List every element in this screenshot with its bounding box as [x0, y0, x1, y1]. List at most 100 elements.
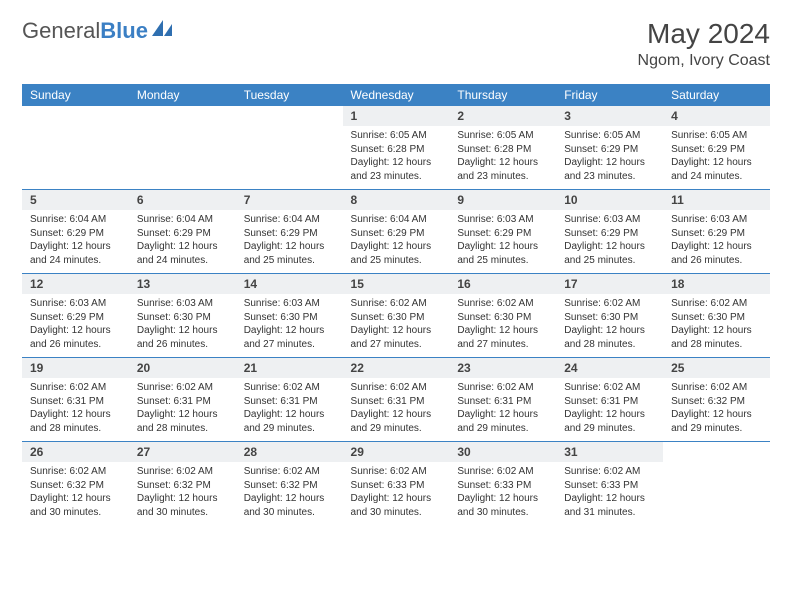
day-number: 19 — [22, 358, 129, 378]
day-cell: 12Sunrise: 6:03 AMSunset: 6:29 PMDayligh… — [22, 274, 129, 358]
day-cell: 5Sunrise: 6:04 AMSunset: 6:29 PMDaylight… — [22, 190, 129, 274]
day-body: Sunrise: 6:02 AMSunset: 6:31 PMDaylight:… — [236, 378, 343, 441]
day-number: 21 — [236, 358, 343, 378]
day-number: 23 — [449, 358, 556, 378]
day-header: Tuesday — [236, 84, 343, 106]
logo-sail-icon — [152, 20, 174, 43]
day-cell: 30Sunrise: 6:02 AMSunset: 6:33 PMDayligh… — [449, 442, 556, 526]
day-body: Sunrise: 6:02 AMSunset: 6:31 PMDaylight:… — [22, 378, 129, 441]
day-number: 1 — [343, 106, 450, 126]
day-body: Sunrise: 6:02 AMSunset: 6:33 PMDaylight:… — [343, 462, 450, 525]
day-number: 27 — [129, 442, 236, 462]
day-header: Friday — [556, 84, 663, 106]
day-body: Sunrise: 6:02 AMSunset: 6:32 PMDaylight:… — [129, 462, 236, 525]
day-number: 11 — [663, 190, 770, 210]
day-number: 12 — [22, 274, 129, 294]
header: GeneralBlue May 2024 Ngom, Ivory Coast — [22, 18, 770, 70]
day-number: 20 — [129, 358, 236, 378]
day-body: Sunrise: 6:03 AMSunset: 6:30 PMDaylight:… — [236, 294, 343, 357]
day-body: Sunrise: 6:04 AMSunset: 6:29 PMDaylight:… — [129, 210, 236, 273]
month-title: May 2024 — [638, 18, 770, 50]
day-number: 16 — [449, 274, 556, 294]
calendar-body: . . . 1Sunrise: 6:05 AMSunset: 6:28 PMDa… — [22, 106, 770, 525]
day-body: Sunrise: 6:02 AMSunset: 6:30 PMDaylight:… — [449, 294, 556, 357]
day-number: 15 — [343, 274, 450, 294]
day-header: Thursday — [449, 84, 556, 106]
day-body: Sunrise: 6:04 AMSunset: 6:29 PMDaylight:… — [236, 210, 343, 273]
day-cell: . — [22, 106, 129, 190]
day-body: Sunrise: 6:02 AMSunset: 6:31 PMDaylight:… — [449, 378, 556, 441]
day-cell: 27Sunrise: 6:02 AMSunset: 6:32 PMDayligh… — [129, 442, 236, 526]
day-header: Monday — [129, 84, 236, 106]
day-number: 31 — [556, 442, 663, 462]
day-cell: 9Sunrise: 6:03 AMSunset: 6:29 PMDaylight… — [449, 190, 556, 274]
day-cell: 4Sunrise: 6:05 AMSunset: 6:29 PMDaylight… — [663, 106, 770, 190]
day-cell: 14Sunrise: 6:03 AMSunset: 6:30 PMDayligh… — [236, 274, 343, 358]
day-body: Sunrise: 6:03 AMSunset: 6:29 PMDaylight:… — [663, 210, 770, 273]
day-body: Sunrise: 6:02 AMSunset: 6:32 PMDaylight:… — [22, 462, 129, 525]
day-cell: 7Sunrise: 6:04 AMSunset: 6:29 PMDaylight… — [236, 190, 343, 274]
day-cell: 23Sunrise: 6:02 AMSunset: 6:31 PMDayligh… — [449, 358, 556, 442]
location: Ngom, Ivory Coast — [638, 52, 770, 70]
day-body: Sunrise: 6:03 AMSunset: 6:29 PMDaylight:… — [556, 210, 663, 273]
week-row: 19Sunrise: 6:02 AMSunset: 6:31 PMDayligh… — [22, 358, 770, 442]
day-cell: 1Sunrise: 6:05 AMSunset: 6:28 PMDaylight… — [343, 106, 450, 190]
day-cell: 11Sunrise: 6:03 AMSunset: 6:29 PMDayligh… — [663, 190, 770, 274]
logo-word2: Blue — [100, 18, 148, 43]
day-number: 25 — [663, 358, 770, 378]
day-body: Sunrise: 6:05 AMSunset: 6:28 PMDaylight:… — [449, 126, 556, 189]
day-cell: 20Sunrise: 6:02 AMSunset: 6:31 PMDayligh… — [129, 358, 236, 442]
day-number: 22 — [343, 358, 450, 378]
day-number: 28 — [236, 442, 343, 462]
day-number: 4 — [663, 106, 770, 126]
day-cell: 16Sunrise: 6:02 AMSunset: 6:30 PMDayligh… — [449, 274, 556, 358]
day-cell: 18Sunrise: 6:02 AMSunset: 6:30 PMDayligh… — [663, 274, 770, 358]
day-body: Sunrise: 6:02 AMSunset: 6:32 PMDaylight:… — [663, 378, 770, 441]
day-cell: 26Sunrise: 6:02 AMSunset: 6:32 PMDayligh… — [22, 442, 129, 526]
week-row: 5Sunrise: 6:04 AMSunset: 6:29 PMDaylight… — [22, 190, 770, 274]
day-cell: 24Sunrise: 6:02 AMSunset: 6:31 PMDayligh… — [556, 358, 663, 442]
day-body: Sunrise: 6:04 AMSunset: 6:29 PMDaylight:… — [22, 210, 129, 273]
day-number: 9 — [449, 190, 556, 210]
day-body: Sunrise: 6:02 AMSunset: 6:31 PMDaylight:… — [556, 378, 663, 441]
day-body: Sunrise: 6:03 AMSunset: 6:29 PMDaylight:… — [449, 210, 556, 273]
day-number: 24 — [556, 358, 663, 378]
calendar: SundayMondayTuesdayWednesdayThursdayFrid… — [22, 84, 770, 525]
logo-text: GeneralBlue — [22, 18, 148, 44]
day-number: 26 — [22, 442, 129, 462]
day-number: 29 — [343, 442, 450, 462]
day-body: Sunrise: 6:02 AMSunset: 6:31 PMDaylight:… — [129, 378, 236, 441]
logo: GeneralBlue — [22, 18, 174, 44]
day-body: Sunrise: 6:02 AMSunset: 6:30 PMDaylight:… — [556, 294, 663, 357]
day-body: Sunrise: 6:02 AMSunset: 6:32 PMDaylight:… — [236, 462, 343, 525]
day-number: 13 — [129, 274, 236, 294]
day-cell: 13Sunrise: 6:03 AMSunset: 6:30 PMDayligh… — [129, 274, 236, 358]
day-cell: 2Sunrise: 6:05 AMSunset: 6:28 PMDaylight… — [449, 106, 556, 190]
day-number: 3 — [556, 106, 663, 126]
day-cell: 15Sunrise: 6:02 AMSunset: 6:30 PMDayligh… — [343, 274, 450, 358]
day-number: 6 — [129, 190, 236, 210]
day-body: Sunrise: 6:02 AMSunset: 6:33 PMDaylight:… — [449, 462, 556, 525]
day-header-row: SundayMondayTuesdayWednesdayThursdayFrid… — [22, 84, 770, 106]
day-number: 14 — [236, 274, 343, 294]
day-number: 30 — [449, 442, 556, 462]
day-cell: 8Sunrise: 6:04 AMSunset: 6:29 PMDaylight… — [343, 190, 450, 274]
week-row: . . . 1Sunrise: 6:05 AMSunset: 6:28 PMDa… — [22, 106, 770, 190]
day-number: 18 — [663, 274, 770, 294]
day-header: Sunday — [22, 84, 129, 106]
day-number: 17 — [556, 274, 663, 294]
logo-word1: General — [22, 18, 100, 43]
day-body: Sunrise: 6:05 AMSunset: 6:29 PMDaylight:… — [556, 126, 663, 189]
day-cell: 19Sunrise: 6:02 AMSunset: 6:31 PMDayligh… — [22, 358, 129, 442]
day-number: 5 — [22, 190, 129, 210]
day-body: Sunrise: 6:02 AMSunset: 6:30 PMDaylight:… — [343, 294, 450, 357]
day-cell: 22Sunrise: 6:02 AMSunset: 6:31 PMDayligh… — [343, 358, 450, 442]
day-body: Sunrise: 6:05 AMSunset: 6:29 PMDaylight:… — [663, 126, 770, 189]
week-row: 12Sunrise: 6:03 AMSunset: 6:29 PMDayligh… — [22, 274, 770, 358]
day-cell: 3Sunrise: 6:05 AMSunset: 6:29 PMDaylight… — [556, 106, 663, 190]
day-number: 2 — [449, 106, 556, 126]
day-cell: 31Sunrise: 6:02 AMSunset: 6:33 PMDayligh… — [556, 442, 663, 526]
day-cell: . — [129, 106, 236, 190]
day-cell: 21Sunrise: 6:02 AMSunset: 6:31 PMDayligh… — [236, 358, 343, 442]
day-cell: . — [236, 106, 343, 190]
